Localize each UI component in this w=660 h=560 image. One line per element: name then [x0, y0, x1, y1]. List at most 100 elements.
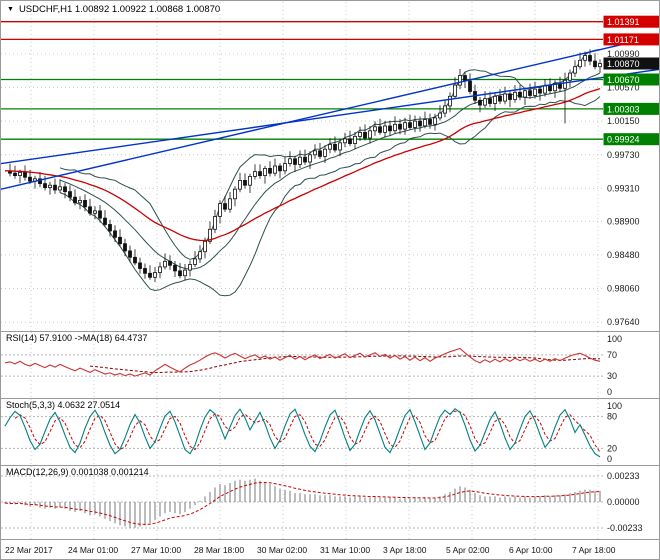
candle-body: [573, 66, 577, 74]
candle-body: [548, 85, 552, 92]
macd-tick: 0.00000: [607, 497, 640, 507]
time-label: 28 Mar 18:00: [194, 545, 245, 555]
candle-body: [63, 186, 67, 193]
candle-body: [218, 203, 222, 217]
osc-tick: 70: [607, 350, 617, 360]
candle-body: [373, 126, 377, 132]
time-label: 7 Apr 18:00: [572, 545, 616, 555]
price-tick: 0.98480: [607, 250, 640, 260]
symbol-dropdown-icon[interactable]: ▼: [7, 6, 14, 13]
candle-body: [253, 171, 257, 177]
candle-body: [268, 167, 272, 174]
macd-panel[interactable]: 0.00233 0.00000 -0.00233: [1, 465, 660, 539]
time-label: 6 Apr 10:00: [509, 545, 553, 555]
candle-body: [178, 270, 182, 277]
price-tag-label: 1.01391: [607, 17, 640, 27]
candle-body: [308, 154, 312, 163]
candle-body: [433, 117, 437, 125]
candle-body: [53, 184, 57, 191]
candle-body: [68, 191, 72, 198]
candle-body: [493, 95, 497, 104]
osc-tick: 0: [607, 387, 612, 397]
price-tag-label: 0.99924: [607, 135, 640, 145]
candle-body: [303, 156, 307, 163]
candle-body: [18, 171, 22, 176]
candle-body: [533, 88, 537, 96]
candle-body: [48, 184, 52, 188]
ohlc-readout: USDCHF,H1 1.00892 1.00922 1.00868 1.0087…: [18, 4, 221, 15]
candle-body: [258, 171, 262, 177]
candle-body: [568, 72, 572, 81]
rsi-axis: 100 70 30 0: [1, 334, 622, 397]
osc-tick: 100: [607, 401, 622, 411]
candle-body: [143, 268, 147, 274]
candle-body: [448, 95, 452, 107]
candle-body: [383, 125, 387, 133]
level-price-tag: [603, 15, 659, 28]
candle-body: [103, 217, 107, 225]
candle-body: [313, 150, 317, 156]
candle-body: [453, 84, 457, 97]
candle-body: [183, 269, 187, 277]
level-price-tag: [603, 73, 659, 86]
price-tick: 0.99310: [607, 183, 640, 193]
candle-body: [278, 165, 282, 172]
main-price-chart[interactable]: 1.00990 1.00570 1.00150 0.99730 0.99310 0.989…: [1, 1, 660, 331]
candle-body: [243, 179, 247, 186]
candle-body: [88, 206, 92, 214]
time-label: 31 Mar 10:00: [320, 545, 371, 555]
candle-body: [513, 91, 517, 100]
candle-body: [498, 95, 502, 102]
macd-histogram: [4, 478, 601, 528]
price-tag-label: 1.00670: [607, 75, 640, 85]
time-label: 30 Mar 02:00: [257, 545, 308, 555]
price-tick: 0.98060: [607, 284, 640, 294]
trendlines[interactable]: [1, 35, 660, 190]
candle-body: [543, 85, 547, 94]
stoch-label: Stoch(5,3,3) 4.0632 27.0514: [6, 400, 121, 410]
price-tick: 1.00990: [607, 49, 640, 59]
candle-body: [263, 167, 267, 176]
macd-tick: -0.00233: [607, 523, 643, 533]
candle-body: [343, 138, 347, 144]
candle-body: [173, 264, 177, 272]
candle-body: [523, 90, 527, 98]
main-grid: [1, 2, 603, 331]
rsi-ma-line: [89, 355, 600, 374]
candle-body: [363, 131, 367, 139]
trendline: [1, 68, 659, 165]
candle-body: [228, 198, 232, 210]
candle-body: [238, 179, 242, 190]
candle-body: [598, 63, 602, 68]
time-axis: 22 Mar 2017 24 Mar 01:00 27 Mar 10:00 28 Ma…: [1, 539, 659, 559]
level-lines[interactable]: [1, 21, 603, 140]
candle-body: [138, 262, 142, 269]
macd-label: MACD(12,26,9) 0.001038 0.001214: [6, 467, 149, 477]
candle-body: [78, 199, 82, 204]
candle-body: [443, 105, 447, 114]
price-tick: 0.98900: [607, 216, 640, 226]
candle-body: [58, 186, 62, 191]
trendline: [1, 35, 659, 190]
candle-body: [293, 158, 297, 165]
candle-body: [118, 236, 122, 245]
candle-body: [418, 120, 422, 127]
level-price-tag: [603, 133, 659, 146]
candle-body: [328, 143, 332, 150]
time-label: 5 Apr 02:00: [446, 545, 490, 555]
rsi-label: RSI(14) 57.9100 ->MA(18) 64.4737: [6, 333, 148, 343]
candle-body: [338, 142, 342, 151]
osc-tick: 100: [607, 334, 622, 344]
time-label: 27 Mar 10:00: [131, 545, 182, 555]
candle-body: [403, 122, 407, 130]
candle-body: [563, 79, 567, 89]
rsi-panel[interactable]: 100 70 30 0: [1, 331, 660, 398]
candle-body: [488, 98, 492, 104]
price-axis: 1.00990 1.00570 1.00150 0.99730 0.99310 0.989…: [603, 15, 659, 327]
candle-body: [413, 120, 417, 128]
candle-body: [398, 123, 402, 130]
candle-body: [438, 112, 442, 119]
candle-body: [148, 272, 152, 278]
